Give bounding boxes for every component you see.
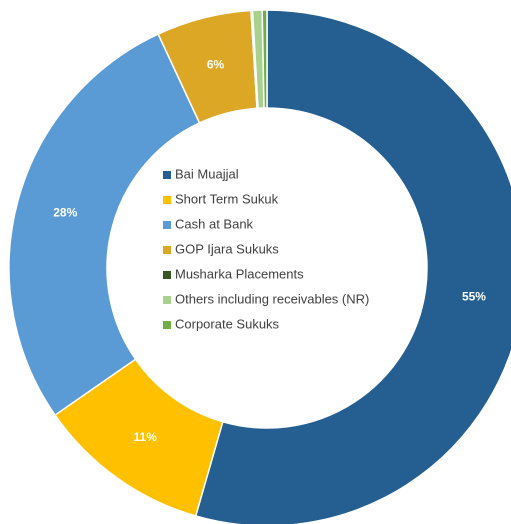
data-label: 28% — [53, 206, 77, 220]
legend-swatch — [163, 196, 171, 204]
donut-slice — [261, 9, 268, 109]
legend-swatch — [163, 271, 171, 279]
legend-label: Short Term Sukuk — [175, 191, 279, 206]
legend-label: Bai Muajjal — [175, 166, 239, 181]
legend-label: Corporate Sukuks — [175, 316, 280, 331]
donut-slice — [8, 33, 201, 417]
legend-label: Others including receivables (NR) — [175, 291, 369, 306]
legend-swatch — [163, 171, 171, 179]
legend-swatch — [163, 321, 171, 329]
legend-swatch — [163, 246, 171, 254]
data-label: 11% — [134, 430, 158, 444]
legend-label: Musharka Placements — [175, 266, 304, 281]
donut-slice — [194, 9, 511, 524]
legend-label: Cash at Bank — [175, 216, 254, 231]
data-label: 6% — [207, 58, 225, 72]
legend-swatch — [163, 221, 171, 229]
legend-swatch — [163, 296, 171, 304]
data-label: 55% — [462, 289, 486, 303]
legend-label: GOP Ijara Sukuks — [175, 241, 279, 256]
